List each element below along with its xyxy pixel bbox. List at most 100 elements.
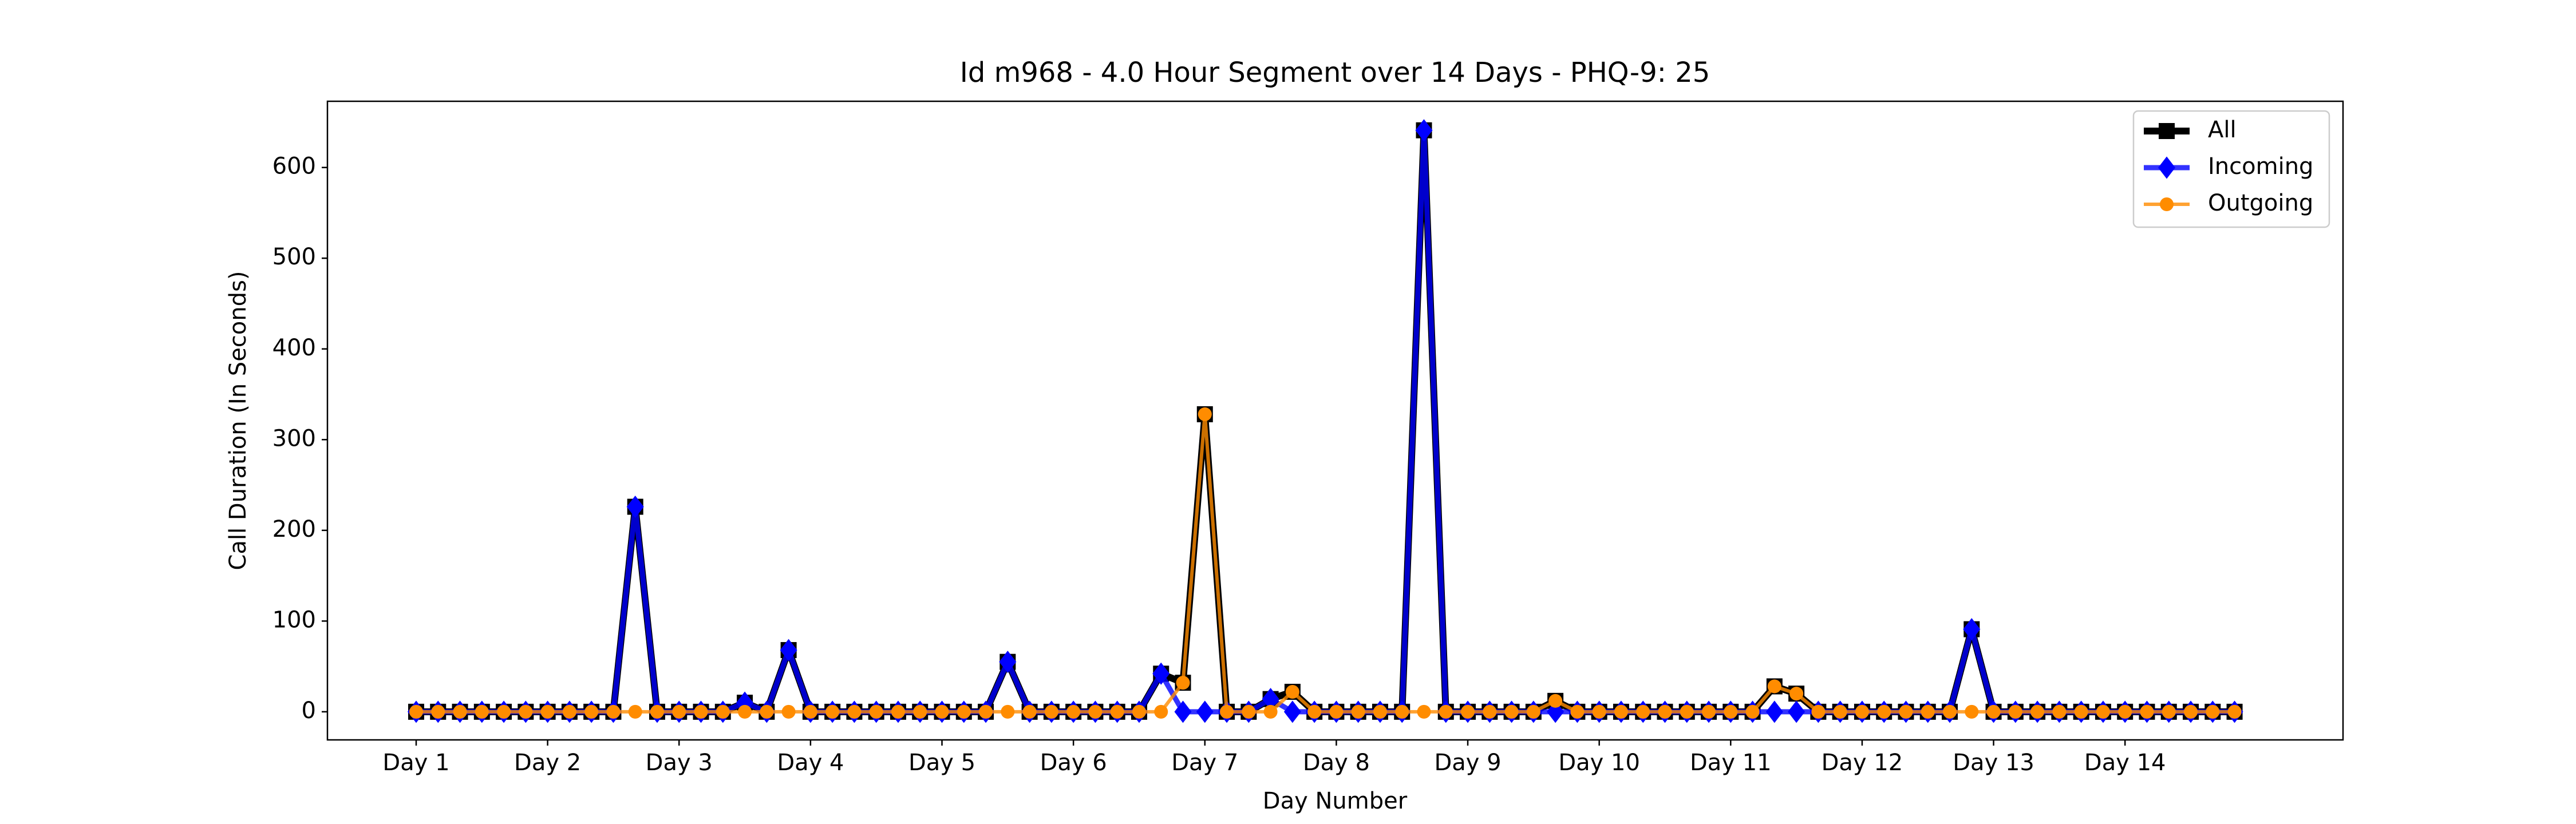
marker	[1198, 407, 1212, 421]
marker	[1636, 704, 1650, 719]
marker	[891, 704, 905, 719]
marker	[2160, 197, 2174, 211]
marker	[2008, 704, 2022, 719]
y-tick-label: 400	[272, 335, 316, 361]
marker	[1658, 704, 1672, 719]
marker	[1833, 704, 1847, 719]
y-tick-label: 500	[272, 244, 316, 270]
marker	[935, 704, 949, 719]
x-tick-label: Day 14	[2084, 750, 2166, 776]
x-tick-label: Day 13	[1953, 750, 2034, 776]
marker	[1110, 704, 1124, 719]
marker	[475, 704, 489, 719]
marker	[1548, 694, 1563, 708]
marker	[1415, 119, 1433, 142]
marker	[1483, 704, 1497, 719]
marker	[1196, 700, 1214, 723]
series-line	[416, 126, 2235, 715]
marker	[1307, 704, 1322, 719]
marker	[1592, 704, 1606, 719]
marker	[1767, 679, 1781, 694]
legend-label: All	[2208, 117, 2237, 143]
marker	[716, 704, 730, 719]
marker	[1745, 704, 1760, 719]
marker	[2227, 704, 2242, 719]
x-tick-label: Day 2	[514, 750, 581, 776]
marker	[1811, 704, 1826, 719]
y-tick-label: 300	[272, 425, 316, 451]
marker	[2096, 704, 2110, 719]
marker	[1066, 704, 1081, 719]
marker	[847, 704, 862, 719]
marker	[738, 704, 752, 719]
marker	[1789, 687, 1804, 701]
marker	[1461, 704, 1475, 719]
marker	[497, 704, 511, 719]
marker	[1680, 704, 1694, 719]
marker	[431, 704, 445, 719]
marker	[780, 639, 797, 661]
marker	[672, 704, 686, 719]
x-axis-label: Day Number	[1263, 788, 1408, 814]
marker	[519, 704, 533, 719]
marker	[628, 704, 642, 719]
marker	[1417, 704, 1431, 719]
marker	[1285, 684, 1299, 699]
marker	[2074, 704, 2088, 719]
marker	[1526, 704, 1540, 719]
x-tick-label: Day 11	[1690, 750, 1772, 776]
x-tick-label: Day 12	[1822, 750, 1903, 776]
marker	[1152, 662, 1170, 685]
marker	[1176, 676, 1190, 690]
marker	[1088, 704, 1103, 719]
legend-box	[2132, 110, 2330, 228]
x-tick-label: Day 7	[1171, 750, 1238, 776]
x-tick-label: Day 10	[1558, 750, 1640, 776]
x-tick-label: Day 1	[382, 750, 449, 776]
y-axis-label: Call Duration (In Seconds)	[225, 271, 251, 571]
marker	[1943, 704, 1957, 719]
marker	[562, 704, 576, 719]
marker	[2184, 704, 2198, 719]
marker	[999, 651, 1017, 674]
x-tick-label: Day 8	[1303, 750, 1370, 776]
marker	[453, 704, 467, 719]
marker	[1765, 700, 1783, 723]
marker	[606, 704, 621, 719]
marker	[869, 704, 883, 719]
x-tick-label: Day 3	[646, 750, 713, 776]
legend-label: Incoming	[2208, 153, 2313, 180]
marker	[1570, 704, 1585, 719]
marker	[1242, 704, 1256, 719]
marker	[1262, 688, 1279, 711]
marker	[2159, 123, 2175, 139]
marker	[1044, 704, 1058, 719]
marker	[1855, 704, 1869, 719]
marker	[694, 704, 708, 719]
marker	[1263, 704, 1278, 719]
marker	[1986, 704, 2001, 719]
marker	[2118, 704, 2132, 719]
marker	[913, 704, 927, 719]
x-tick-label: Day 4	[777, 750, 844, 776]
series	[416, 128, 2235, 715]
marker	[2162, 704, 2176, 719]
y-tick-label: 100	[272, 607, 316, 633]
marker	[957, 704, 971, 719]
marker	[1395, 704, 1409, 719]
x-tick-label: Day 9	[1434, 750, 1501, 776]
marker	[1877, 704, 1891, 719]
marker	[2158, 156, 2175, 179]
marker	[540, 704, 555, 719]
plot-frame	[326, 100, 2344, 741]
series-line	[416, 128, 2235, 715]
marker	[1788, 700, 1805, 723]
marker	[781, 704, 796, 719]
marker	[1283, 700, 1301, 723]
marker	[626, 496, 644, 518]
marker	[1220, 704, 1234, 719]
x-tick-label: Day 5	[908, 750, 975, 776]
legend-label: Outgoing	[2208, 190, 2313, 216]
marker	[1614, 704, 1628, 719]
marker	[760, 704, 774, 719]
